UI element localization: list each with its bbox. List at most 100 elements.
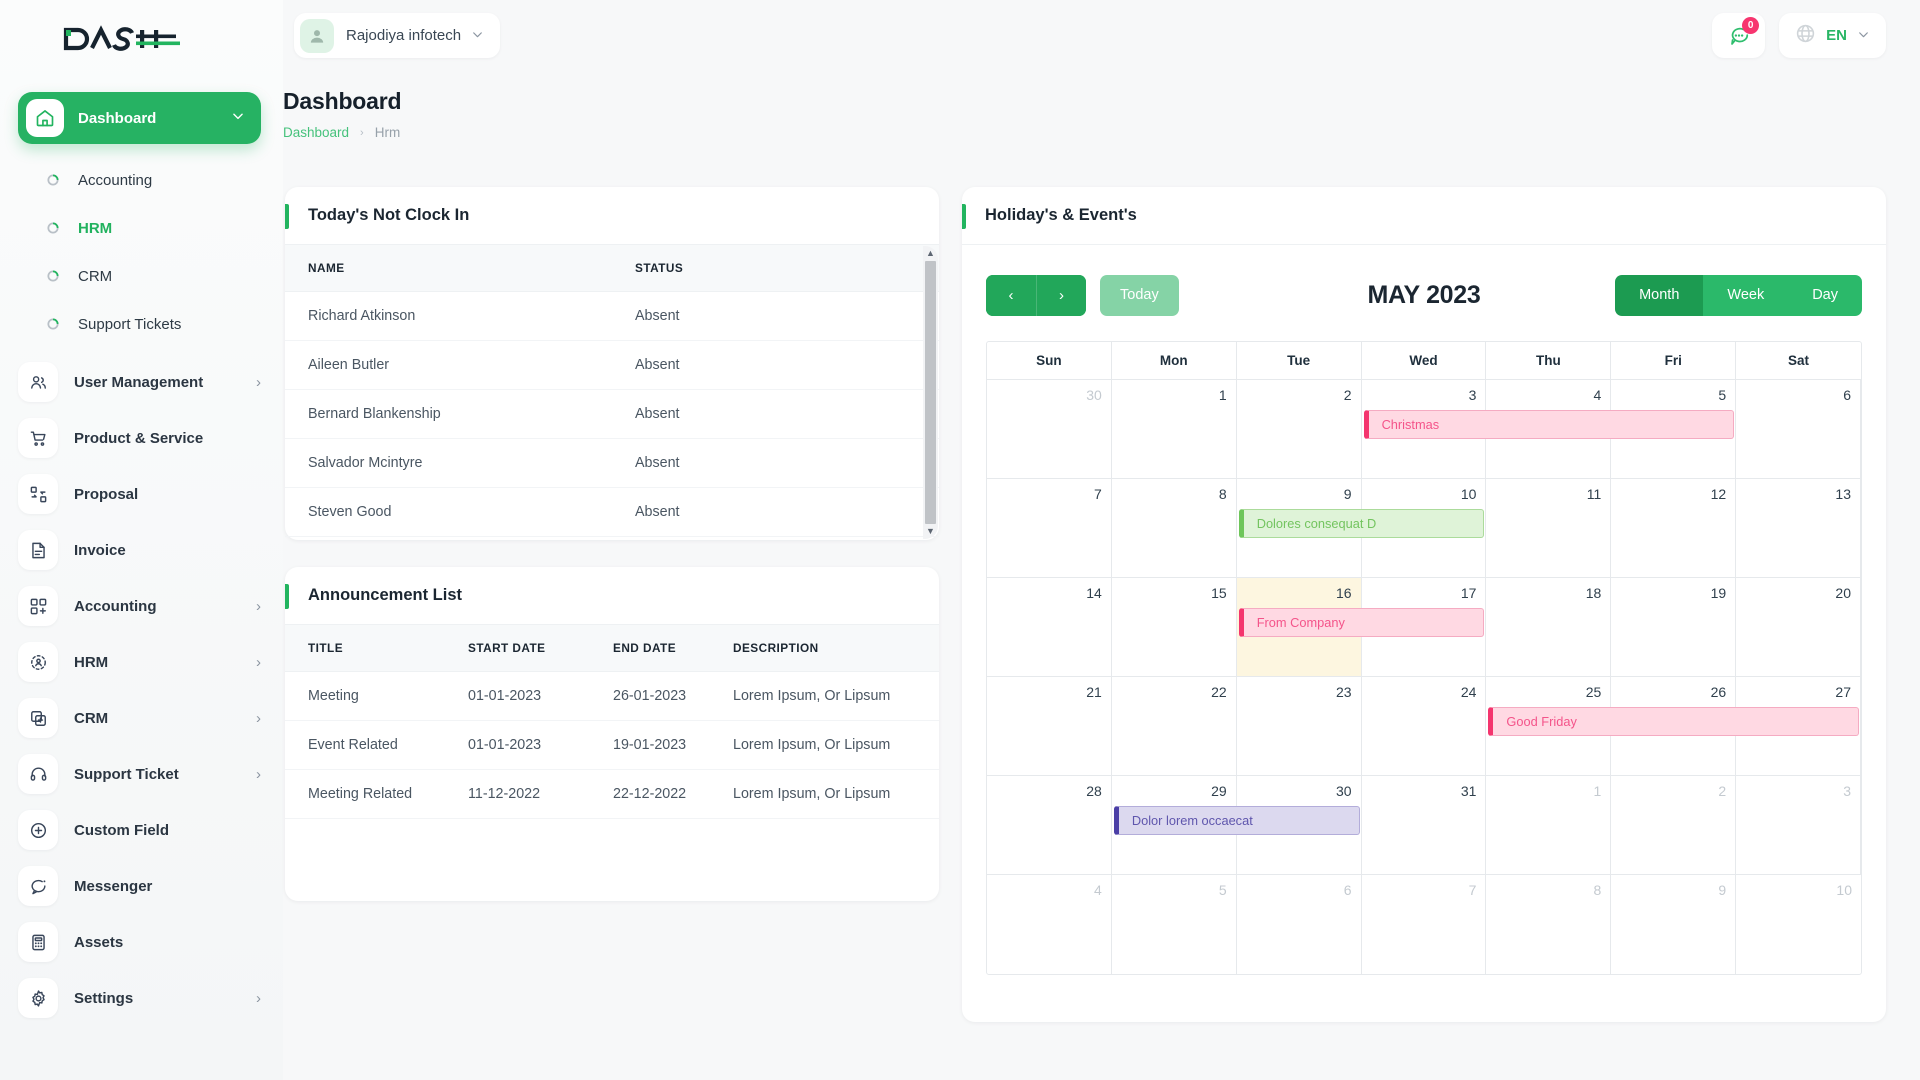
calendar-day-cell[interactable]: 2 [1237,380,1362,478]
calendar-day-cell[interactable]: 28 [987,776,1112,874]
calendar-next-button[interactable]: › [1036,274,1086,316]
crm-icon [18,698,58,738]
calendar-day-cell[interactable]: 5 [1112,875,1237,974]
calendar-day-cell[interactable]: 4 [987,875,1112,974]
calendar-day-cell[interactable]: 9 [1611,875,1737,974]
calendar-day-cell[interactable]: 23 [1237,677,1362,775]
calendar-day-cell[interactable]: 21 [987,677,1112,775]
sidebar-item-product-service[interactable]: Product & Service [0,410,283,466]
calendar-day-cell[interactable]: 20 [1736,578,1861,676]
sidebar-item-support-ticket[interactable]: Support Ticket › [0,746,283,802]
scroll-up-icon[interactable]: ▲ [926,248,935,258]
calendar-day-cell[interactable]: 10 [1362,479,1487,577]
card-header: Today's Not Clock In [285,187,939,245]
table-header-row: NAME STATUS [285,245,939,292]
calendar-day-number: 3 [1468,387,1477,403]
calendar-day-cell[interactable]: 5 [1611,380,1737,478]
sidebar-item-crm[interactable]: CRM › [0,690,283,746]
language-selector[interactable]: EN [1779,13,1886,58]
calendar-day-cell[interactable]: 30 [987,380,1112,478]
sidebar-item-label: Settings [74,989,134,1007]
grid-plus-icon [18,586,58,626]
calendar-day-cell[interactable]: 8 [1486,875,1612,974]
sidebar: Dashboard Accounting HRM CRM [0,0,283,1080]
sidebar-item-hrm[interactable]: HRM › [0,634,283,690]
clockin-table-scroll-area: NAME STATUS Richard Atkinson Absent Aileen… [285,245,939,540]
calendar-day-number: 2 [1343,387,1352,403]
globe-icon [1795,23,1816,49]
sidebar-item-dashboard[interactable]: Dashboard [18,92,261,144]
calendar-week-row: 30 1 2 3 4 5 6 Christmas [987,380,1861,479]
calendar-view-month[interactable]: Month [1615,274,1704,316]
calendar-event[interactable]: Dolor lorem occaecat [1113,806,1360,835]
sidebar-item-custom-field[interactable]: Custom Field [0,802,283,858]
sidebar-subitem-accounting[interactable]: Accounting [0,156,283,204]
messages-button[interactable]: 0 [1712,13,1766,58]
calendar-day-number: 4 [1094,882,1102,898]
calendar-day-cell[interactable]: 14 [987,578,1112,676]
vertical-scrollbar[interactable]: ▲ ▼ [923,246,938,539]
calendar-day-cell[interactable]: 31 [1362,776,1487,874]
calendar-day-cell[interactable]: 13 [1736,479,1861,577]
calendar-day-cell[interactable]: 15 [1112,578,1237,676]
gear-icon [18,978,58,1018]
sidebar-item-proposal[interactable]: Proposal [0,466,283,522]
calendar-day-number: 25 [1585,684,1602,700]
calendar-day-cell[interactable]: 8 [1112,479,1237,577]
sidebar-subitem-support-tickets[interactable]: Support Tickets [0,300,283,348]
column-header-name: NAME [285,245,612,292]
calendar-day-cell[interactable]: 7 [987,479,1112,577]
calendar-prev-button[interactable]: ‹ [986,274,1036,316]
calendar-day-cell[interactable]: 30 [1237,776,1362,874]
cell-title: Event Related [285,720,445,770]
calendar-day-cell[interactable]: 22 [1112,677,1237,775]
scrollbar-thumb[interactable] [925,261,936,524]
calendar-event[interactable]: Dolores consequat D [1238,509,1485,538]
calendar-event[interactable]: Christmas [1363,410,1735,439]
chevron-right-icon: › [256,989,261,1007]
column-header-end-date: END DATE [590,625,710,672]
sidebar-item-user-management[interactable]: User Management › [0,354,283,410]
calendar-day-cell[interactable]: 7 [1362,875,1487,974]
calendar-day-cell[interactable]: 2 [1611,776,1737,874]
sidebar-item-label: User Management [74,373,204,391]
calendar-day-cell[interactable]: 1 [1112,380,1237,478]
breadcrumb-current: Hrm [374,125,401,140]
cell-description: Lorem Ipsum, Or Lipsum [710,720,939,770]
sidebar-item-settings[interactable]: Settings › [0,970,283,1026]
sidebar-subitem-hrm[interactable]: HRM [0,204,283,252]
calendar-day-cell[interactable]: 11 [1486,479,1612,577]
calendar-day-cell[interactable]: 3 [1736,776,1861,874]
scroll-down-icon[interactable]: ▼ [926,526,935,536]
calendar-day-cell[interactable]: 10 [1736,875,1861,974]
bullet-icon [46,173,60,187]
calendar-day-cell[interactable]: 6 [1736,380,1861,478]
calendar-view-week[interactable]: Week [1703,274,1789,316]
calendar-event[interactable]: From Company [1238,608,1485,637]
calendar-view-day[interactable]: Day [1788,274,1862,316]
calendar-day-cell[interactable]: 19 [1611,578,1737,676]
breadcrumb-root[interactable]: Dashboard [283,125,350,140]
calendar-day-cell[interactable]: 27 [1736,677,1861,775]
company-switcher[interactable]: Rajodiya infotech [294,13,501,58]
calendar-day-cell[interactable]: 18 [1486,578,1612,676]
calendar-day-cell[interactable]: 17 [1362,578,1487,676]
calendar-today-button[interactable]: Today [1100,274,1179,316]
sidebar-item-messenger[interactable]: Messenger [0,858,283,914]
calendar-day-cell[interactable]: 6 [1237,875,1362,974]
calendar-day-cell[interactable]: 12 [1611,479,1737,577]
calendar-day-cell[interactable]: 1 [1486,776,1612,874]
calendar-event[interactable]: Good Friday [1488,707,1859,736]
calendar-day-cell[interactable]: 24 [1362,677,1487,775]
calendar-day-name: Sat [1736,342,1861,380]
sidebar-item-accounting[interactable]: Accounting › [0,578,283,634]
sidebar-item-assets[interactable]: Assets [0,914,283,970]
chevron-right-icon: › [256,373,261,391]
cell-status: Absent [612,389,939,439]
calendar-week-row: 21 22 23 24 25 26 27 Good Friday [987,677,1861,776]
sidebar-subitem-crm[interactable]: CRM [0,252,283,300]
sidebar-item-invoice[interactable]: Invoice [0,522,283,578]
app-logo[interactable] [0,0,283,78]
calendar-day-number: 27 [1835,684,1851,700]
calendar-day-number: 9 [1718,882,1727,898]
